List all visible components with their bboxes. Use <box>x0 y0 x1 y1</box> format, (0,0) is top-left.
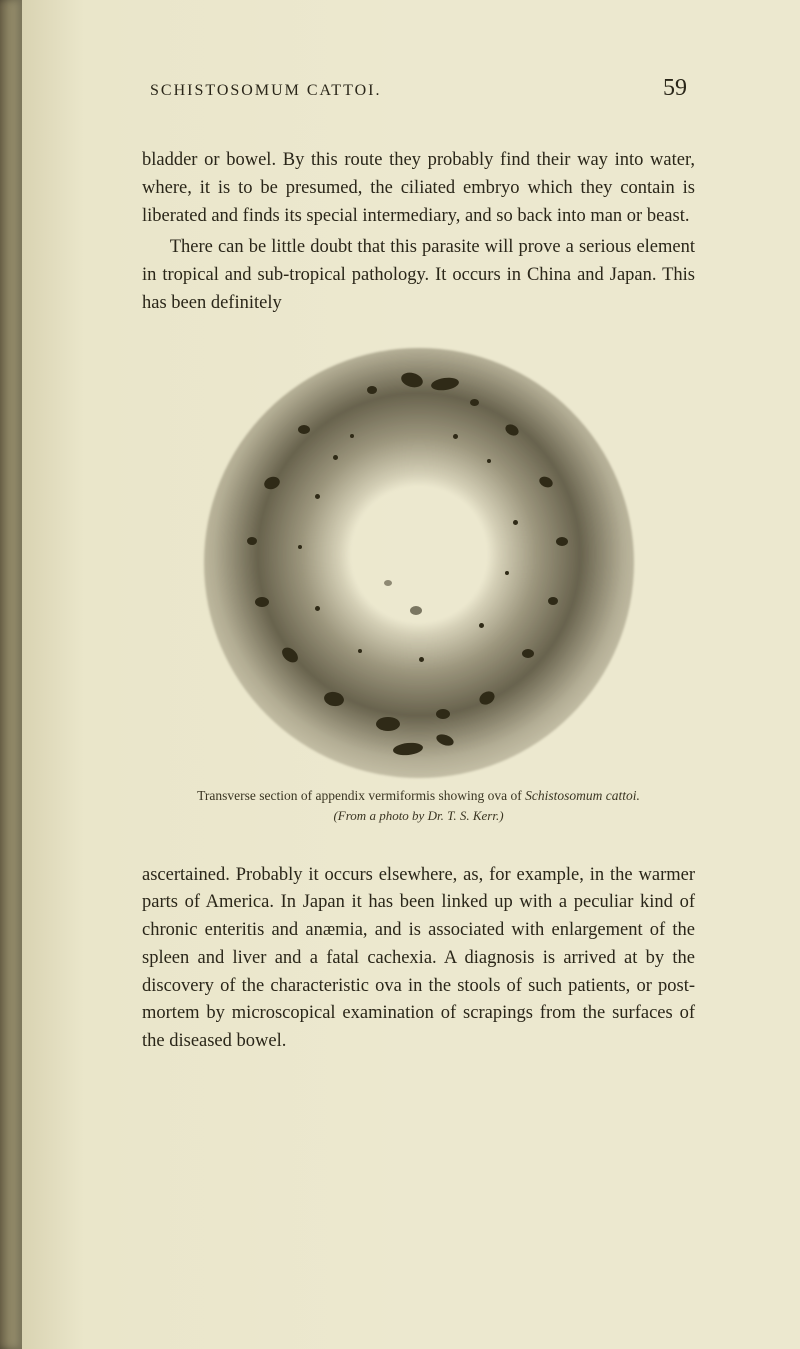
figure-caption-italic: Schistosomum cattoi. <box>525 788 640 803</box>
figure-caption: Transverse section of appendix vermiform… <box>142 788 695 804</box>
paragraph-2: There can be little doubt that this para… <box>142 234 695 317</box>
book-spine <box>0 0 22 1349</box>
running-head-title: SCHISTOSOMUM CATTOI. <box>150 82 381 100</box>
figure-block: Transverse section of appendix vermiform… <box>142 348 695 824</box>
paragraph-1: bladder or bowel. By this route they pro… <box>142 147 695 230</box>
page-number: 59 <box>663 75 687 102</box>
paragraph-3: ascertained. Probably it occurs elsewher… <box>142 862 695 1056</box>
figure-caption-plain: Transverse section of appendix vermiform… <box>197 788 525 803</box>
histology-figure <box>204 348 634 778</box>
figure-subcaption: (From a photo by Dr. T. S. Kerr.) <box>142 808 695 824</box>
page-content: SCHISTOSOMUM CATTOI. 59 bladder or bowel… <box>22 0 800 1349</box>
running-head: SCHISTOSOMUM CATTOI. 59 <box>142 75 695 102</box>
